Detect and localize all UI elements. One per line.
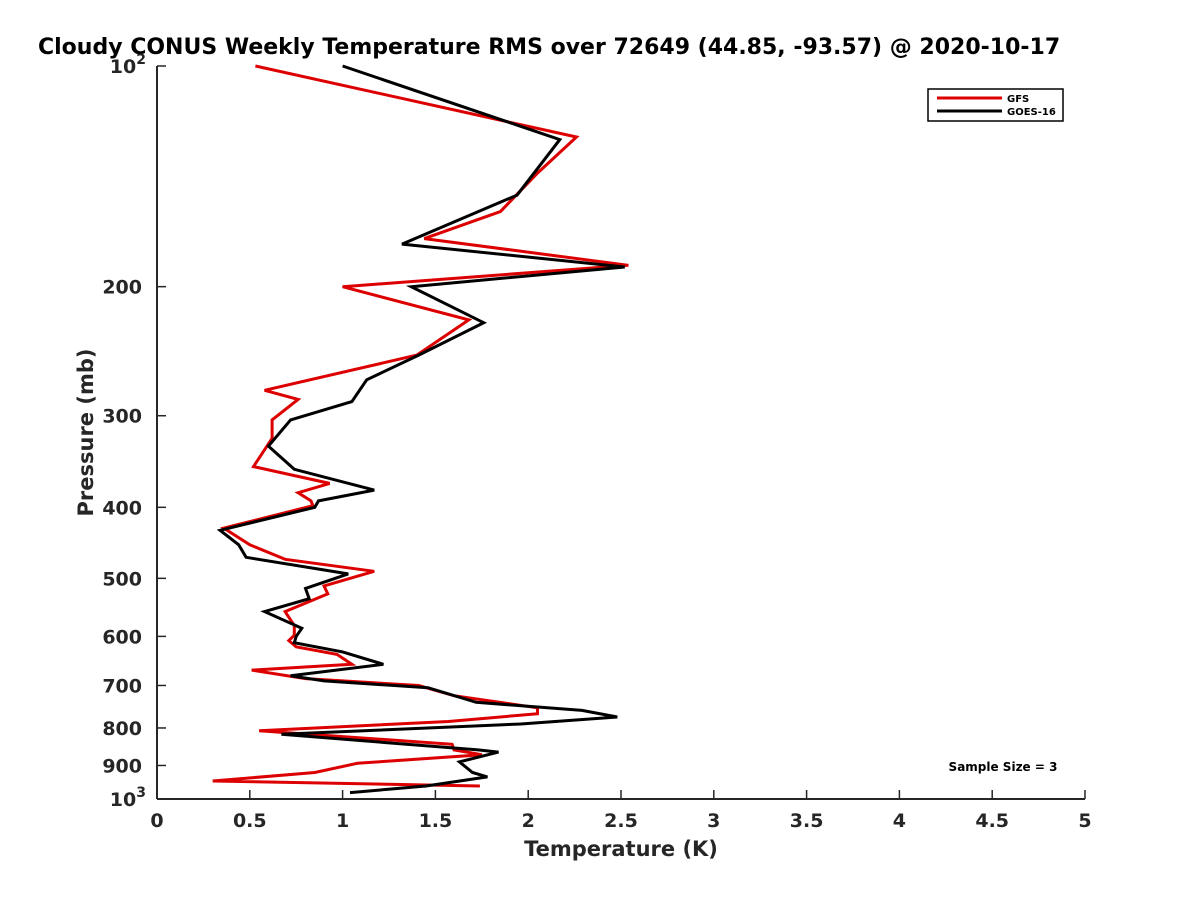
x-tick-label: 4 bbox=[893, 810, 906, 832]
y-tick-label: 400 bbox=[102, 497, 142, 519]
legend: GFS GOES-16 bbox=[927, 88, 1064, 122]
y-tick-label: 600 bbox=[102, 626, 142, 648]
legend-box bbox=[927, 88, 1064, 122]
legend-label: GOES-16 bbox=[1007, 107, 1056, 118]
x-tick-label: 0 bbox=[150, 810, 163, 832]
y-tick-label: 700 bbox=[102, 675, 142, 697]
x-tick-label: 4.5 bbox=[975, 810, 1009, 832]
x-axis-ticks: 0 0.5 1 1.5 2 2.5 3 3.5 4 4.5 5 bbox=[150, 790, 1092, 832]
y-tick-label: 300 bbox=[102, 406, 142, 428]
series-line-gfs bbox=[212, 64, 629, 788]
series-layer bbox=[212, 64, 629, 795]
legend-label: GFS bbox=[1007, 94, 1029, 105]
y-tick-label: 103 bbox=[110, 785, 146, 811]
y-axis-label: Pressure (mb) bbox=[74, 349, 98, 517]
y-tick-label: 500 bbox=[102, 568, 142, 590]
y-axis-ticks: 102 200 300 400 500 600 700 800 900 103 bbox=[102, 52, 166, 811]
x-tick-label: 3 bbox=[707, 810, 720, 832]
x-axis-label: Temperature (K) bbox=[524, 837, 718, 861]
x-tick-label: 5 bbox=[1078, 810, 1091, 832]
x-tick-label: 1 bbox=[336, 810, 349, 832]
x-tick-label: 3.5 bbox=[790, 810, 824, 832]
y-tick-label: 800 bbox=[102, 718, 142, 740]
y-tick-label: 900 bbox=[102, 755, 142, 777]
sample-size-annotation: Sample Size = 3 bbox=[949, 760, 1058, 774]
x-tick-label: 0.5 bbox=[233, 810, 267, 832]
x-tick-label: 2 bbox=[522, 810, 535, 832]
x-tick-label: 2.5 bbox=[604, 810, 638, 832]
chart-title: Cloudy CONUS Weekly Temperature RMS over… bbox=[38, 35, 1060, 60]
x-tick-label: 1.5 bbox=[419, 810, 453, 832]
y-tick-label: 200 bbox=[102, 277, 142, 299]
y-tick-label: 102 bbox=[110, 52, 146, 78]
series-line-goes-16 bbox=[216, 64, 625, 795]
